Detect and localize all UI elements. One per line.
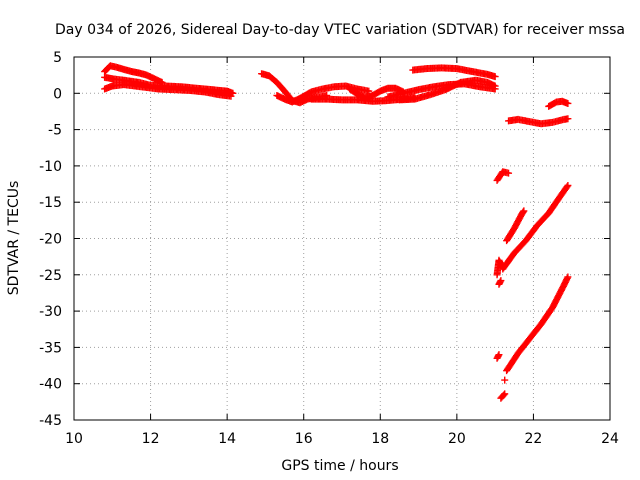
series-arc-13: [493, 168, 513, 184]
series-arc-10: [409, 64, 499, 81]
series-arc-17: [499, 182, 572, 273]
series-arc-20: [497, 390, 509, 402]
x-tick-label: 18: [371, 431, 389, 447]
series-arc-11: [505, 115, 572, 128]
data-point-marker: [520, 207, 528, 215]
y-tick-label: 5: [53, 50, 62, 66]
data-point-marker: [505, 169, 513, 177]
x-tick-label: 12: [142, 431, 160, 447]
series-arc-3: [101, 62, 166, 86]
data-series: [101, 62, 572, 402]
y-tick-label: -25: [39, 268, 62, 284]
x-tick-label: 22: [525, 431, 543, 447]
y-tick-label: 0: [53, 86, 62, 102]
series-arc-21: [501, 376, 509, 384]
data-point-marker: [564, 273, 572, 281]
tick-labels: 10 12 14 16 18 20 22 24 5 0 -5 -10 -15 -20 -25 -30 -35 -4…: [39, 50, 619, 447]
x-tick-label: 16: [295, 431, 313, 447]
series-arc-15: [495, 277, 505, 288]
y-tick-label: -20: [39, 232, 62, 248]
data-point-marker: [564, 182, 572, 190]
series-arc-12: [545, 97, 572, 110]
y-tick-label: -45: [39, 413, 62, 429]
data-point-marker: [500, 391, 508, 399]
data-point-marker: [501, 376, 509, 384]
y-tick-label: -30: [39, 304, 62, 320]
y-axis-label: SDTVAR / TECUs: [6, 181, 22, 296]
data-point-marker: [501, 390, 509, 398]
x-tick-label: 10: [65, 431, 83, 447]
data-point-marker: [491, 82, 499, 90]
data-point-marker: [564, 99, 572, 107]
x-axis-label: GPS time / hours: [281, 458, 398, 474]
y-tick-label: -35: [39, 340, 62, 356]
data-point-marker: [564, 115, 572, 123]
y-tick-label: -10: [39, 159, 62, 175]
x-tick-label: 24: [601, 431, 619, 447]
axes: [73, 56, 611, 421]
x-tick-label: 14: [218, 431, 236, 447]
data-point-marker: [491, 73, 499, 81]
data-point-marker: [227, 92, 235, 100]
series-arc-9: [395, 76, 499, 104]
data-point-marker: [158, 78, 166, 86]
y-tick-label: -40: [39, 377, 62, 393]
x-tick-label: 20: [448, 431, 466, 447]
data-point-marker: [497, 277, 505, 285]
y-tick-label: -15: [39, 195, 62, 211]
data-point-marker: [495, 351, 503, 359]
series-arc-18: [503, 273, 572, 375]
series-arc-16: [503, 207, 528, 245]
series-arc-2: [101, 81, 235, 100]
y-tick-label: -5: [48, 123, 62, 139]
data-point-marker: [563, 183, 571, 191]
chart-title: Day 034 of 2026, Sidereal Day-to-day VTE…: [55, 22, 625, 38]
grid-lines: [74, 57, 610, 420]
series-arc-19: [493, 351, 503, 362]
